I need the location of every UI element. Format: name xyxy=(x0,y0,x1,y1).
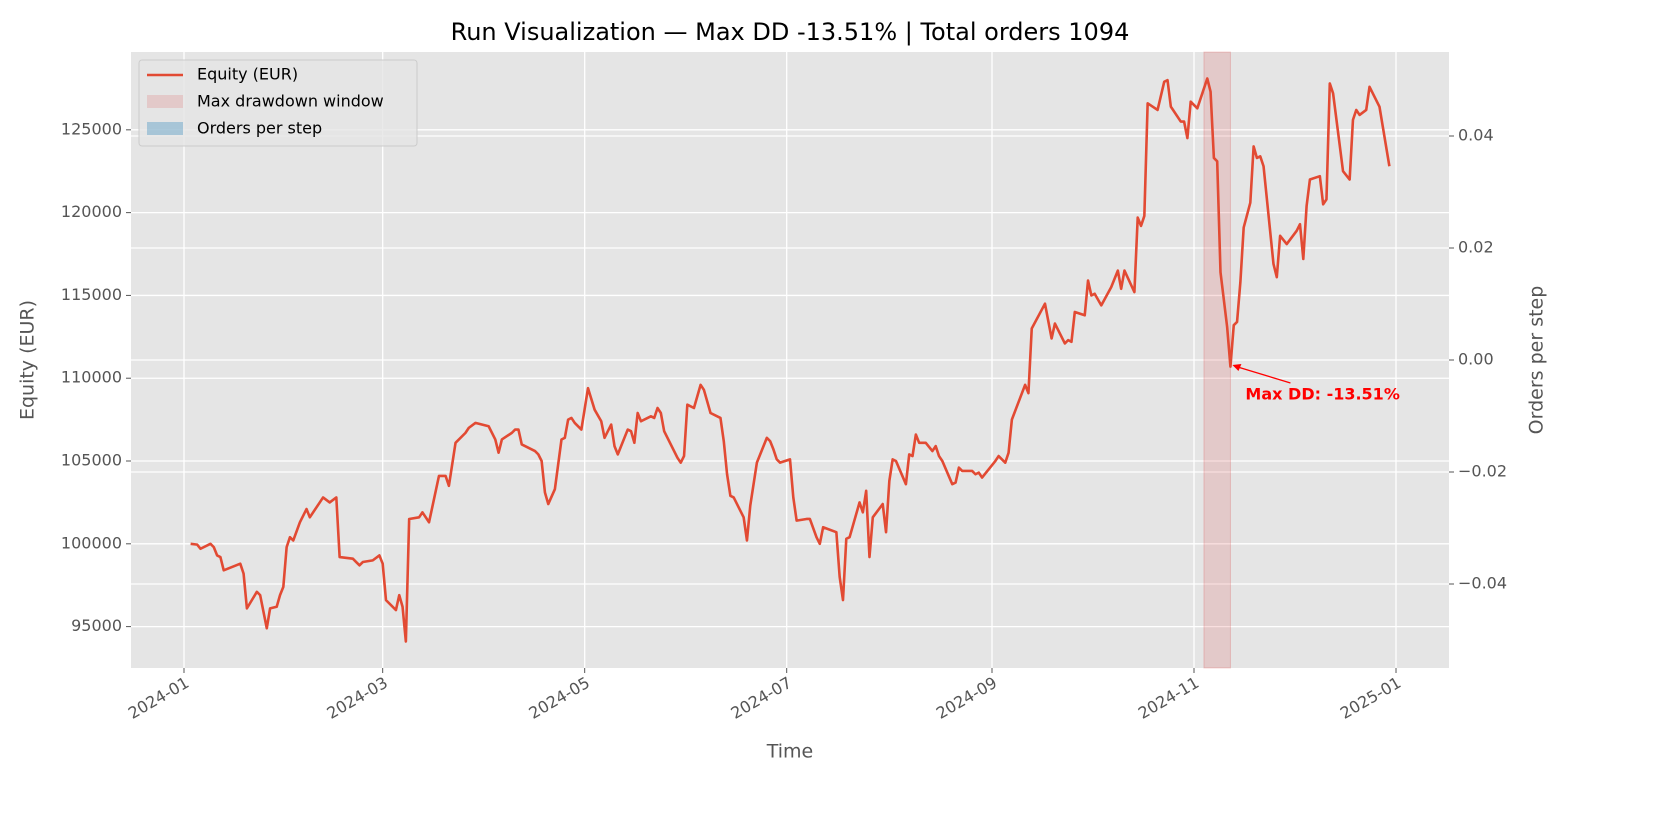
y-tick-label: 125000 xyxy=(61,119,122,138)
x-tick-label: 2024-03 xyxy=(324,673,391,723)
x-tick-label: 2024-11 xyxy=(1135,673,1202,723)
y-tick-label: 120000 xyxy=(61,202,122,221)
y-axis-label: Equity (EUR) xyxy=(17,300,39,420)
legend-label: Max drawdown window xyxy=(197,92,384,111)
x-tick-label: 2024-01 xyxy=(125,673,192,723)
chart-title: Run Visualization — Max DD -13.51% | Tot… xyxy=(451,18,1130,46)
y2-tick-label: −0.02 xyxy=(1458,462,1507,481)
y2-tick-label: 0.02 xyxy=(1458,238,1494,257)
x-tick-label: 2024-09 xyxy=(933,673,1000,723)
y2-tick-label: 0.04 xyxy=(1458,126,1494,145)
y-tick-label: 105000 xyxy=(61,451,122,470)
legend-label: Orders per step xyxy=(197,119,322,138)
y-tick-label: 95000 xyxy=(71,616,122,635)
x-axis-label: Time xyxy=(766,741,814,763)
annotation-text: Max DD: -13.51% xyxy=(1245,384,1399,403)
x-tick-label: 2024-05 xyxy=(526,673,593,723)
legend-box xyxy=(138,59,418,147)
y2-tick-label: −0.04 xyxy=(1458,574,1507,593)
legend-swatch xyxy=(147,122,183,135)
y-tick-label: 115000 xyxy=(61,285,122,304)
legend-swatch xyxy=(147,95,183,108)
annotation-arrowhead xyxy=(1232,363,1242,371)
equity-line xyxy=(190,77,1391,643)
annotation-arrow xyxy=(1234,365,1291,384)
y-tick-label: 110000 xyxy=(61,368,122,387)
legend-label: Equity (EUR) xyxy=(197,65,298,84)
drawdown-window xyxy=(1203,51,1231,669)
y2-axis-label: Orders per step xyxy=(1526,286,1548,435)
y-tick-label: 100000 xyxy=(61,533,122,552)
x-tick-label: 2025-01 xyxy=(1337,673,1404,723)
y2-tick-label: 0.00 xyxy=(1458,350,1494,369)
x-tick-label: 2024-07 xyxy=(728,673,795,723)
